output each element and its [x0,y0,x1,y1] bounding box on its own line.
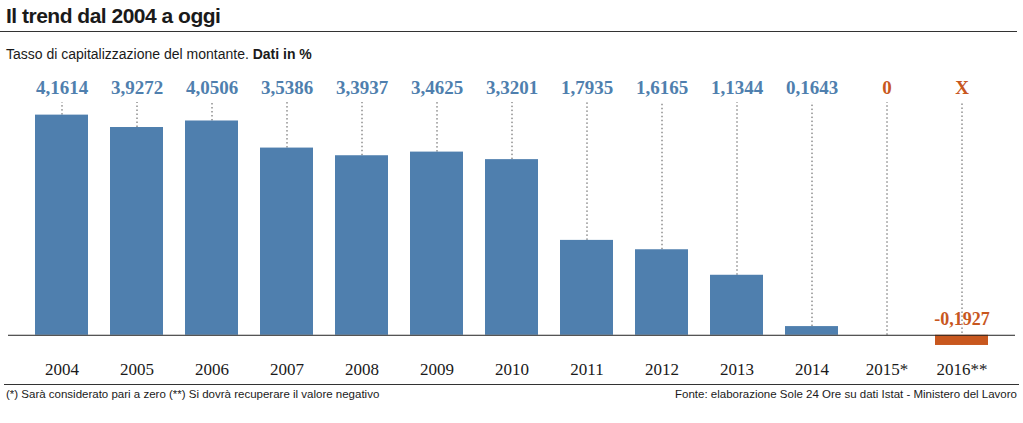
svg-text:3,9272: 3,9272 [111,77,163,98]
svg-text:X: X [955,77,969,98]
svg-text:2013: 2013 [720,360,754,379]
svg-text:2015*: 2015* [866,360,909,379]
svg-text:3,3201: 3,3201 [486,77,538,98]
svg-text:3,4625: 3,4625 [411,77,463,98]
svg-text:3,3937: 3,3937 [336,77,389,98]
svg-text:1,1344: 1,1344 [711,77,764,98]
svg-text:2006: 2006 [195,360,229,379]
svg-text:2011: 2011 [570,360,603,379]
svg-text:2005: 2005 [120,360,154,379]
svg-text:0,1643: 0,1643 [786,77,838,98]
svg-text:2004: 2004 [45,360,80,379]
svg-text:1,7935: 1,7935 [561,77,613,98]
svg-text:2014: 2014 [795,360,830,379]
svg-text:2009: 2009 [420,360,454,379]
svg-text:0: 0 [882,77,892,98]
svg-text:3,5386: 3,5386 [261,77,313,98]
svg-text:2007: 2007 [270,360,305,379]
svg-text:2016**: 2016** [937,360,988,379]
html-text:Il trend dal 2004 a oggi: Il trend dal 2004 a oggi [6,4,221,27]
html-text:Fonte: elaborazione Sole 24 Or: Fonte: elaborazione Sole 24 Ore su dati … [675,388,1017,400]
svg-text:2012: 2012 [645,360,679,379]
svg-text:4,1614: 4,1614 [36,77,89,98]
svg-text:2010: 2010 [495,360,529,379]
html-text:(*) Sarà considerato pari a ze: (*) Sarà considerato pari a zero (**) Si… [6,388,380,400]
svg-text:-0,1927: -0,1927 [934,309,990,329]
html-text:Tasso di capitalizzazione del: Tasso di capitalizzazione del montante. … [6,46,312,62]
svg-text:4,0506: 4,0506 [186,77,238,98]
svg-text:2008: 2008 [345,360,379,379]
svg-text:1,6165: 1,6165 [636,77,688,98]
